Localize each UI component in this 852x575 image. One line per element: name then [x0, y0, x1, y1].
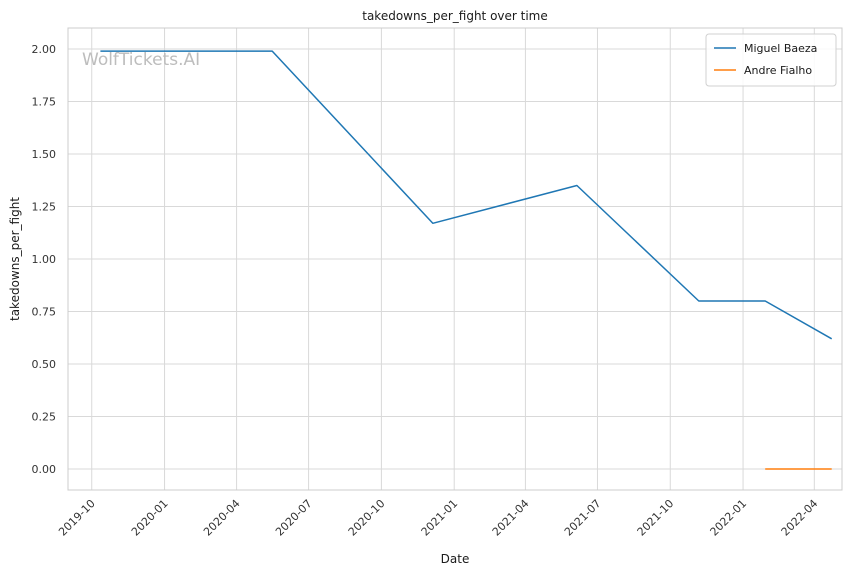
- y-tick-label: 1.75: [32, 96, 57, 109]
- plot-frame: [67, 27, 843, 491]
- series-line-0: [100, 50, 833, 340]
- y-axis-ticks: 0.00 0.25 0.50 0.75 1.00 1.25 1.50 1.75 2.00: [32, 43, 57, 476]
- y-tick-label: 0.00: [32, 463, 57, 476]
- legend-box: [705, 33, 837, 87]
- series-group: [100, 50, 833, 470]
- y-axis-title: takedowns_per_fight: [8, 197, 22, 321]
- legend-label: Andre Fialho: [744, 64, 812, 77]
- y-tick-label: 1.25: [32, 201, 57, 214]
- watermark: WolfTickets.AI: [82, 50, 200, 70]
- y-tick-label: 0.25: [32, 411, 57, 424]
- y-tick-label: 1.00: [32, 253, 57, 266]
- legend: Miguel Baeza Andre Fialho: [705, 33, 837, 87]
- y-tick-label: 0.75: [32, 306, 57, 319]
- y-tick-label: 2.00: [32, 43, 57, 56]
- chart-title: takedowns_per_fight over time: [362, 9, 548, 23]
- legend-label: Miguel Baeza: [744, 42, 817, 55]
- y-tick-label: 0.50: [32, 358, 57, 371]
- x-axis-title: Date: [441, 552, 470, 566]
- y-tick-label: 1.50: [32, 148, 57, 161]
